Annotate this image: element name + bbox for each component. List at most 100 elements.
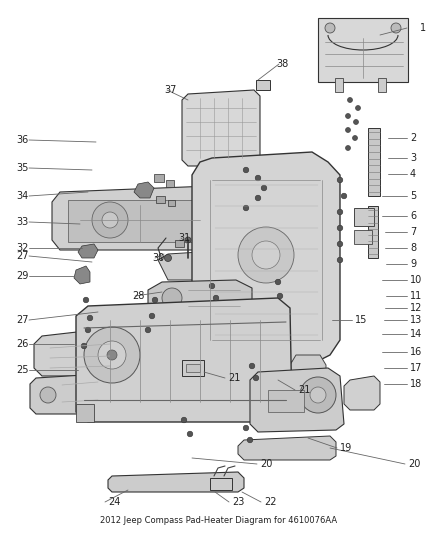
Polygon shape	[318, 18, 408, 82]
Circle shape	[346, 146, 350, 150]
Circle shape	[209, 283, 215, 289]
Circle shape	[310, 387, 326, 403]
Text: 8: 8	[410, 243, 416, 253]
Text: 24: 24	[108, 497, 120, 507]
Text: 22: 22	[264, 497, 276, 507]
Polygon shape	[74, 266, 90, 284]
Circle shape	[243, 167, 249, 173]
Text: 19: 19	[340, 443, 352, 453]
Circle shape	[40, 387, 56, 403]
Text: 17: 17	[410, 363, 422, 373]
Circle shape	[255, 195, 261, 201]
Text: 16: 16	[410, 347, 422, 357]
Bar	[368, 206, 378, 258]
Text: 2012 Jeep Compass Pad-Heater Diagram for 4610076AA: 2012 Jeep Compass Pad-Heater Diagram for…	[100, 516, 338, 525]
Circle shape	[243, 205, 249, 211]
Circle shape	[353, 119, 358, 125]
Text: 10: 10	[410, 275, 422, 285]
Text: 12: 12	[410, 303, 422, 313]
Polygon shape	[290, 355, 326, 382]
Polygon shape	[192, 152, 340, 362]
Circle shape	[92, 202, 128, 238]
Text: 34: 34	[16, 191, 28, 201]
Circle shape	[152, 297, 158, 303]
Bar	[268, 390, 304, 412]
Circle shape	[337, 209, 343, 215]
Polygon shape	[134, 182, 154, 198]
Bar	[272, 404, 290, 422]
Circle shape	[253, 375, 259, 381]
Text: 37: 37	[164, 85, 177, 95]
Text: 20: 20	[408, 459, 420, 469]
Bar	[368, 128, 380, 196]
Polygon shape	[182, 90, 260, 166]
Text: 26: 26	[16, 339, 28, 349]
Bar	[76, 404, 94, 422]
Text: 27: 27	[16, 251, 28, 261]
Text: 9: 9	[410, 259, 416, 269]
Text: 29: 29	[16, 271, 28, 281]
Text: 35: 35	[16, 163, 28, 173]
Text: 27: 27	[16, 315, 28, 325]
Circle shape	[249, 363, 255, 369]
Text: 21: 21	[228, 373, 240, 383]
Polygon shape	[34, 328, 122, 376]
Text: 28: 28	[132, 291, 145, 301]
Circle shape	[255, 175, 261, 181]
Bar	[175, 240, 184, 247]
Circle shape	[391, 23, 401, 33]
Bar	[378, 78, 386, 92]
Text: 13: 13	[410, 315, 422, 325]
Polygon shape	[30, 374, 106, 414]
Text: 32: 32	[16, 243, 28, 253]
Bar	[154, 174, 164, 182]
Circle shape	[165, 254, 172, 262]
Circle shape	[81, 343, 87, 349]
Circle shape	[325, 23, 335, 33]
Circle shape	[87, 315, 93, 321]
Circle shape	[145, 327, 151, 333]
Bar	[168, 200, 175, 206]
Circle shape	[84, 327, 140, 383]
Circle shape	[337, 177, 343, 183]
Text: 5: 5	[410, 191, 416, 201]
Bar	[182, 360, 204, 376]
Text: 30: 30	[152, 253, 164, 263]
Circle shape	[247, 437, 253, 443]
Circle shape	[346, 127, 350, 133]
Text: 31: 31	[178, 233, 190, 243]
Circle shape	[337, 225, 343, 231]
Circle shape	[275, 279, 281, 285]
Circle shape	[337, 257, 343, 263]
Circle shape	[347, 98, 353, 102]
Bar	[186, 364, 200, 372]
Text: 3: 3	[410, 153, 416, 163]
Polygon shape	[52, 186, 218, 250]
Circle shape	[261, 185, 267, 191]
Text: 4: 4	[410, 169, 416, 179]
Text: 36: 36	[16, 135, 28, 145]
Circle shape	[346, 114, 350, 118]
Bar	[354, 230, 372, 244]
Circle shape	[238, 227, 294, 283]
Circle shape	[181, 417, 187, 423]
Text: 38: 38	[276, 59, 288, 69]
Polygon shape	[158, 252, 238, 280]
Circle shape	[243, 425, 249, 431]
Text: 15: 15	[355, 315, 367, 325]
Bar	[354, 208, 374, 226]
Circle shape	[341, 193, 347, 199]
Polygon shape	[78, 244, 98, 258]
Bar	[166, 180, 174, 187]
Polygon shape	[238, 436, 336, 460]
Circle shape	[300, 377, 336, 413]
Bar	[335, 78, 343, 92]
Circle shape	[149, 313, 155, 319]
Text: 11: 11	[410, 291, 422, 301]
Circle shape	[185, 237, 191, 243]
Text: 25: 25	[16, 365, 28, 375]
Circle shape	[98, 341, 126, 369]
Circle shape	[277, 293, 283, 299]
Text: 21: 21	[298, 385, 311, 395]
Text: 18: 18	[410, 379, 422, 389]
